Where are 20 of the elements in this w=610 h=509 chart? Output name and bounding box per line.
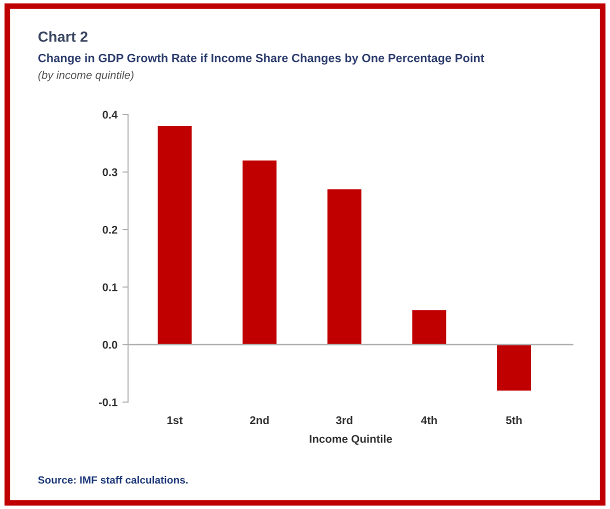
chart-title: Chart 2 (38, 31, 88, 42)
y-tick-label: 0.2 (102, 226, 118, 234)
x-tick-label: 2nd (250, 416, 269, 424)
bar (242, 160, 277, 345)
chart-subtitle: Change in GDP Growth Rate if Income Share Changes by One Percentage Point (by income quintile) (38, 54, 484, 82)
bar (497, 344, 531, 391)
x-tick-label: 1st (167, 416, 183, 424)
x-tick-label: 5th (506, 416, 522, 424)
x-tick-label: 3rd (336, 416, 352, 424)
y-tick-label: -0.1 (98, 398, 118, 406)
y-tick-label: 0.3 (102, 168, 118, 176)
x-axis-title: Income Quintile (310, 434, 392, 445)
x-tick-label: 4th (421, 416, 437, 424)
bar (158, 126, 192, 345)
y-tick-label: 0.0 (102, 340, 118, 349)
source-note: Source: IMF staff calculations. (38, 476, 188, 484)
y-tick-label: 0.1 (102, 283, 118, 292)
bar (412, 310, 446, 345)
bar (327, 189, 362, 345)
y-tick-label: 0.4 (102, 110, 118, 119)
